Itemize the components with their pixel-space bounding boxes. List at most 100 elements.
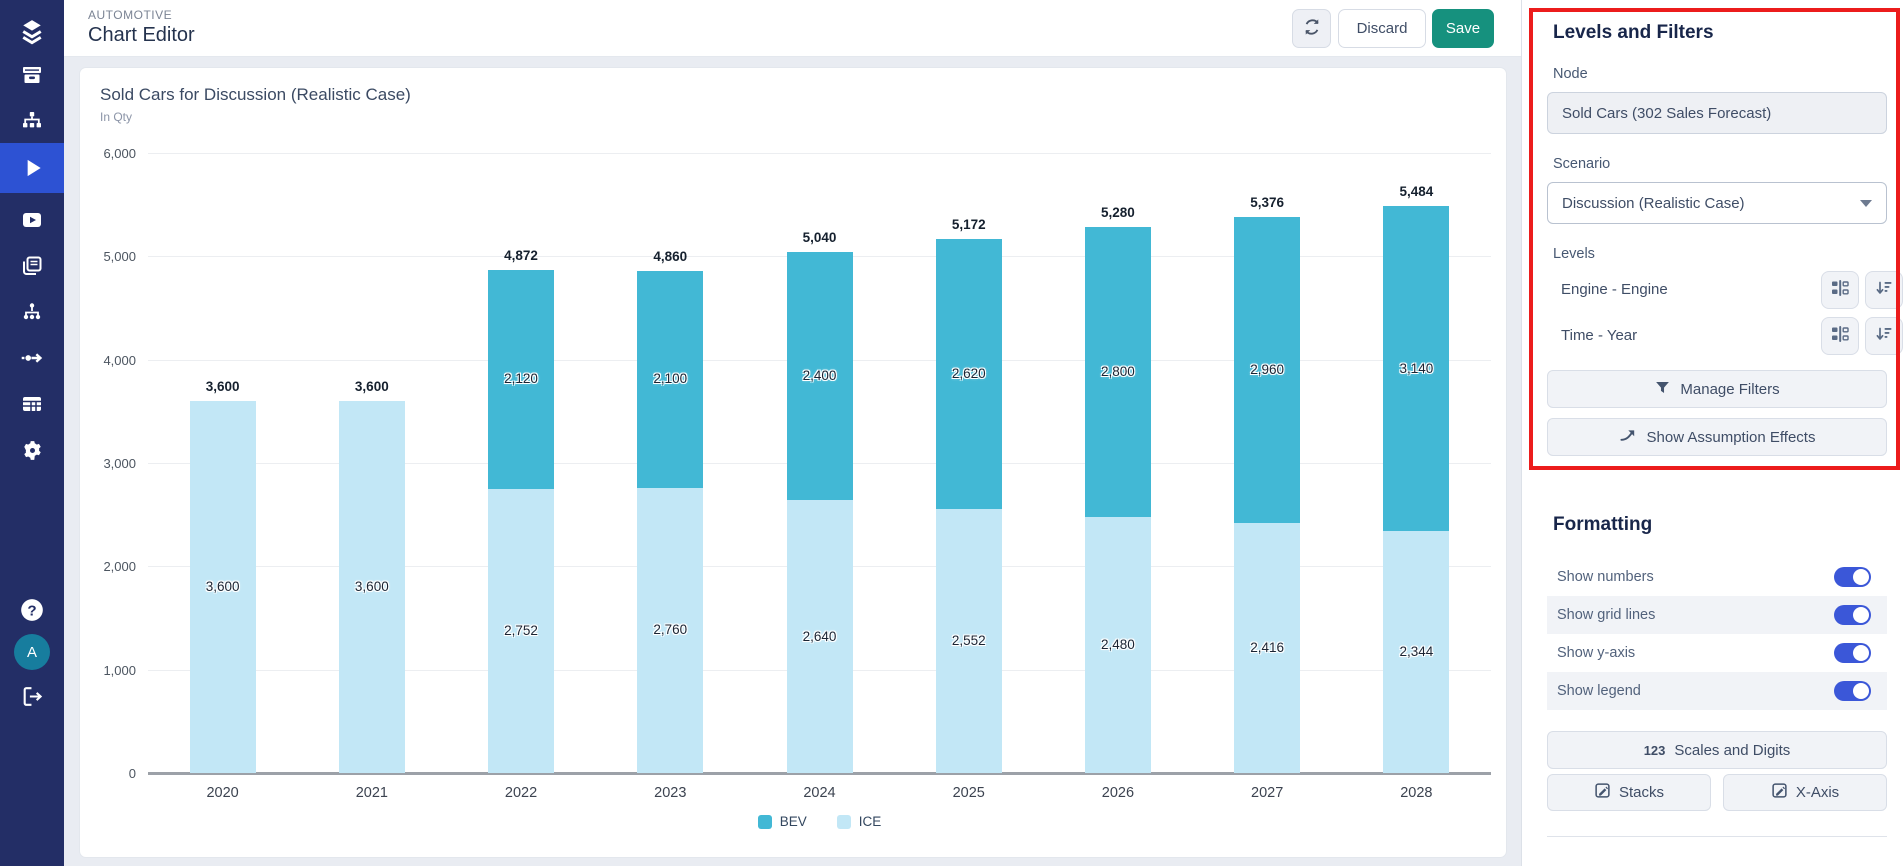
node-field[interactable]: Sold Cars (302 Sales Forecast) bbox=[1547, 92, 1887, 134]
chart-title: Sold Cars for Discussion (Realistic Case… bbox=[100, 85, 411, 104]
legend-swatch bbox=[757, 814, 772, 829]
sort-descending-icon bbox=[1874, 278, 1894, 303]
level-sort-button[interactable] bbox=[1865, 317, 1903, 355]
sort-descending-icon bbox=[1874, 324, 1894, 349]
level-structure-button[interactable] bbox=[1821, 271, 1859, 309]
bar-total-label: 5,040 bbox=[802, 230, 837, 246]
toggle-knob bbox=[1853, 645, 1869, 661]
scales-and-digits-button[interactable]: 123 Scales and Digits bbox=[1547, 731, 1887, 769]
bar-segment-ice-2026[interactable] bbox=[1084, 516, 1151, 773]
levels-label: Levels bbox=[1553, 246, 1595, 262]
toggle-row-show-grid-lines: Show grid lines bbox=[1547, 596, 1887, 634]
bar-segment-ice-2025[interactable] bbox=[935, 509, 1002, 773]
show-numbers-toggle[interactable] bbox=[1834, 567, 1871, 587]
sidebar-item-video[interactable] bbox=[0, 200, 64, 240]
sidebar-item-flows[interactable] bbox=[0, 338, 64, 378]
help-icon: ? bbox=[19, 597, 45, 623]
chart-card: Sold Cars for Discussion (Realistic Case… bbox=[79, 67, 1507, 858]
play-icon bbox=[19, 155, 45, 181]
save-button[interactable]: Save bbox=[1432, 9, 1494, 48]
y-axis-tick: 4,000 bbox=[103, 352, 136, 368]
level-structure-icon bbox=[1830, 324, 1850, 349]
assumption-arrow-icon bbox=[1619, 426, 1638, 449]
x-axis-tick: 2021 bbox=[355, 785, 388, 801]
level-sort-button[interactable] bbox=[1865, 271, 1903, 309]
stacks-button[interactable]: Stacks bbox=[1547, 774, 1711, 811]
y-axis-tick: 0 bbox=[128, 766, 136, 781]
edit-style-icon bbox=[1594, 782, 1611, 803]
bar-segment-ice-2022[interactable] bbox=[488, 488, 555, 773]
sidebar-item-tables[interactable] bbox=[0, 384, 64, 424]
x-axis-tick: 2026 bbox=[1101, 785, 1135, 801]
bar-segment-bev-2025[interactable] bbox=[935, 238, 1002, 510]
bar-segment-ice-2020[interactable] bbox=[189, 401, 256, 773]
legend-item-ice[interactable]: ICE bbox=[836, 814, 881, 829]
bar-value-label: 2,752 bbox=[504, 622, 538, 638]
toggle-row-show-y-axis: Show y-axis bbox=[1547, 634, 1887, 672]
user-avatar[interactable]: A bbox=[0, 632, 64, 672]
sidebar-item-hierarchy[interactable] bbox=[0, 101, 64, 141]
sidebar-item-pages[interactable] bbox=[0, 246, 64, 286]
bar-value-label: 2,400 bbox=[802, 368, 837, 384]
discard-button[interactable]: Discard bbox=[1338, 9, 1426, 48]
sidebar-item-settings[interactable] bbox=[0, 430, 64, 470]
show-assumption-effects-label: Show Assumption Effects bbox=[1646, 428, 1816, 446]
sidebar-item-logout[interactable] bbox=[0, 676, 64, 716]
bar-segment-ice-2021[interactable] bbox=[338, 401, 405, 773]
toggle-label: Show y-axis bbox=[1557, 645, 1636, 661]
x-axis-label: X-Axis bbox=[1795, 784, 1840, 801]
archive-icon bbox=[20, 63, 44, 87]
formatting-heading: Formatting bbox=[1553, 514, 1653, 535]
sidebar-item-play[interactable] bbox=[0, 143, 64, 193]
bar-segment-ice-2024[interactable] bbox=[786, 500, 853, 773]
bar-value-label: 2,120 bbox=[504, 371, 538, 387]
bar-value-label: 3,600 bbox=[354, 579, 389, 594]
refresh-button[interactable] bbox=[1292, 9, 1331, 48]
header: AUTOMOTIVE Chart Editor Discard Save bbox=[64, 0, 1521, 57]
sidebar-item-model[interactable] bbox=[0, 292, 64, 332]
gridline bbox=[148, 153, 1491, 154]
legend-item-bev[interactable]: BEV bbox=[757, 814, 807, 829]
stacks-label: Stacks bbox=[1618, 784, 1664, 801]
bar-segment-bev-2026[interactable] bbox=[1084, 227, 1151, 517]
scenario-select[interactable]: Discussion (Realistic Case) bbox=[1547, 182, 1887, 224]
bar-total-label: 5,376 bbox=[1250, 195, 1285, 211]
bar-segment-bev-2022[interactable] bbox=[488, 269, 555, 489]
x-axis-tick: 2020 bbox=[206, 785, 239, 801]
sidebar-item-help[interactable]: ? bbox=[0, 590, 64, 630]
y-axis-tick: 2,000 bbox=[103, 559, 136, 575]
manage-filters-button[interactable]: Manage Filters bbox=[1547, 370, 1887, 408]
x-axis-tick: 2024 bbox=[803, 785, 836, 801]
show-grid-lines-toggle[interactable] bbox=[1834, 605, 1871, 625]
bar-segment-bev-2023[interactable] bbox=[637, 270, 704, 488]
level-structure-icon bbox=[1830, 278, 1850, 303]
bar-total-label: 4,872 bbox=[504, 247, 538, 263]
bar-segment-ice-2028[interactable] bbox=[1383, 530, 1450, 773]
show-y-axis-toggle[interactable] bbox=[1834, 643, 1871, 663]
toggle-label: Show legend bbox=[1557, 683, 1641, 699]
show-legend-toggle[interactable] bbox=[1834, 681, 1871, 701]
show-assumption-effects-button[interactable]: Show Assumption Effects bbox=[1547, 418, 1887, 456]
bar-value-label: 3,600 bbox=[205, 579, 240, 594]
bar-segment-bev-2028[interactable] bbox=[1383, 206, 1450, 531]
layers-logo-icon bbox=[17, 17, 47, 47]
chevron-down-icon bbox=[1860, 199, 1872, 207]
x-axis-button[interactable]: X-Axis bbox=[1723, 774, 1887, 811]
bar-total-label: 3,600 bbox=[205, 379, 240, 394]
bar-segment-bev-2027[interactable] bbox=[1234, 217, 1301, 524]
level-structure-button[interactable] bbox=[1821, 317, 1859, 355]
page-title: Chart Editor bbox=[88, 24, 195, 46]
gear-icon bbox=[20, 438, 45, 463]
avatar-icon: A bbox=[14, 634, 50, 670]
y-axis-tick: 6,000 bbox=[103, 146, 136, 161]
sidebar-item-archive[interactable] bbox=[0, 55, 64, 95]
bar-segment-bev-2024[interactable] bbox=[786, 252, 853, 501]
flow-arrow-icon bbox=[19, 345, 45, 371]
bar-value-label: 2,100 bbox=[653, 371, 688, 387]
app-logo[interactable] bbox=[0, 8, 64, 56]
legend-label: BEV bbox=[779, 814, 807, 829]
bar-segment-ice-2023[interactable] bbox=[637, 487, 704, 773]
bar-segment-ice-2027[interactable] bbox=[1234, 523, 1301, 773]
level-row-time: Time - Year bbox=[1547, 314, 1903, 360]
scenario-value: Discussion (Realistic Case) bbox=[1562, 194, 1745, 212]
